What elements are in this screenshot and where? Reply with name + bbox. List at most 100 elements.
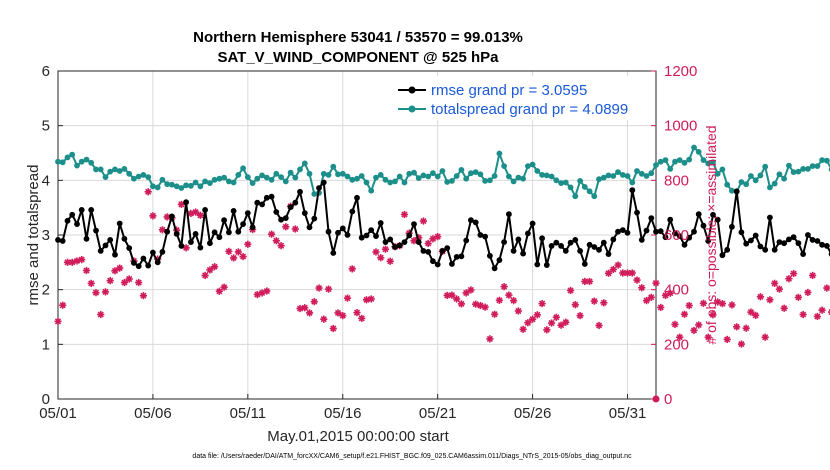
legend: rmse grand pr = 3.0595 totalspread grand…: [393, 76, 653, 120]
spread-point: [596, 176, 602, 183]
rmse-point: [567, 239, 574, 246]
obs-point: [305, 309, 314, 317]
spread-point: [202, 178, 209, 185]
rmse-point: [306, 224, 313, 231]
rmse-point: [221, 217, 228, 224]
spread-point: [600, 174, 607, 181]
rmse-point: [282, 215, 289, 222]
obs-point: [125, 275, 133, 283]
rmse-point: [719, 252, 726, 259]
rmse-point: [800, 251, 806, 257]
rmse-point: [638, 237, 645, 243]
spread-point: [287, 169, 294, 176]
spread-point: [425, 173, 432, 180]
spread-point: [235, 172, 242, 178]
rmse-point: [354, 194, 360, 201]
rmse-point: [529, 220, 536, 227]
totalspread-series: [55, 144, 830, 200]
obs-point: [756, 293, 765, 301]
obs-point: [804, 288, 812, 296]
ytick-label-right-0: 0: [664, 391, 672, 408]
obs-point: [752, 311, 760, 319]
spread-point: [368, 187, 375, 194]
spread-point: [700, 157, 707, 164]
obs-point: [529, 315, 537, 323]
obs-point: [695, 321, 703, 329]
rmse-point: [681, 241, 688, 248]
rmse-point: [188, 239, 194, 246]
rmse-point: [776, 239, 783, 246]
rmse-point: [235, 228, 242, 235]
spread-point: [705, 160, 712, 167]
rmse-point: [159, 249, 166, 255]
spread-point: [444, 179, 451, 185]
rmse-point: [605, 251, 612, 257]
obs-point: [310, 298, 318, 306]
spread-point: [676, 157, 683, 164]
spread-point: [653, 162, 659, 168]
spread-point: [154, 184, 161, 191]
spread-point: [795, 168, 802, 175]
obs-point: [87, 279, 95, 287]
rmse-point: [368, 227, 375, 234]
spread-point: [131, 175, 137, 182]
spread-point: [487, 177, 493, 184]
obs-point: [733, 323, 741, 331]
xtick-label-2: 05/11: [230, 405, 266, 422]
obs-point: [282, 223, 290, 231]
spread-point: [643, 173, 650, 179]
spread-point: [800, 166, 806, 172]
rmse-point: [88, 207, 95, 213]
obs-point: [547, 319, 556, 327]
spread-point: [553, 177, 560, 184]
rmse-point: [202, 207, 209, 213]
ytick-label-left-3: 3: [42, 227, 50, 244]
rmse-point: [786, 236, 792, 243]
spread-point: [449, 178, 455, 184]
spread-point: [330, 163, 337, 170]
rmse-point: [487, 252, 493, 259]
rmse-point: [401, 239, 408, 246]
rmse-point: [653, 228, 659, 235]
rmse-point: [662, 234, 669, 241]
spread-point: [396, 173, 403, 180]
spread-point: [392, 178, 398, 185]
spread-point: [169, 181, 175, 188]
rmse-point: [472, 219, 479, 226]
spread-point: [306, 170, 313, 177]
footnote: data file: /Users/raeder/DAI/ATM_forcXX/…: [192, 453, 632, 460]
obs-point: [657, 303, 665, 312]
rmse-point: [543, 262, 550, 268]
obs-point: [424, 239, 432, 248]
spread-point: [686, 156, 693, 163]
obs-point: [220, 283, 228, 291]
spread-point: [406, 170, 413, 177]
spread-point: [335, 171, 341, 178]
spread-point: [415, 175, 422, 182]
obs-point: [215, 287, 223, 295]
obs-point: [552, 313, 560, 321]
spread-point: [377, 172, 384, 178]
obs-point: [348, 265, 356, 273]
spread-point: [297, 166, 303, 173]
spread-point: [363, 179, 370, 186]
obs-point: [652, 279, 660, 287]
obs-point: [448, 291, 456, 299]
spread-point: [69, 151, 76, 158]
rmse-point: [781, 240, 787, 247]
obs-point: [799, 310, 807, 319]
spread-point: [178, 185, 185, 191]
xtick-label-1: 05/06: [134, 405, 172, 422]
spread-point: [249, 180, 256, 187]
rmse-point: [714, 216, 721, 223]
rmse-point: [710, 211, 716, 218]
spread-point: [710, 159, 716, 166]
rmse-point: [691, 228, 697, 235]
rmse-point: [169, 213, 175, 220]
rmse-point: [748, 237, 754, 244]
obs-point: [666, 289, 674, 297]
spread-point: [824, 157, 830, 164]
obs-point: [149, 212, 157, 220]
obs-point: [59, 301, 67, 309]
obs-point: [211, 263, 219, 271]
